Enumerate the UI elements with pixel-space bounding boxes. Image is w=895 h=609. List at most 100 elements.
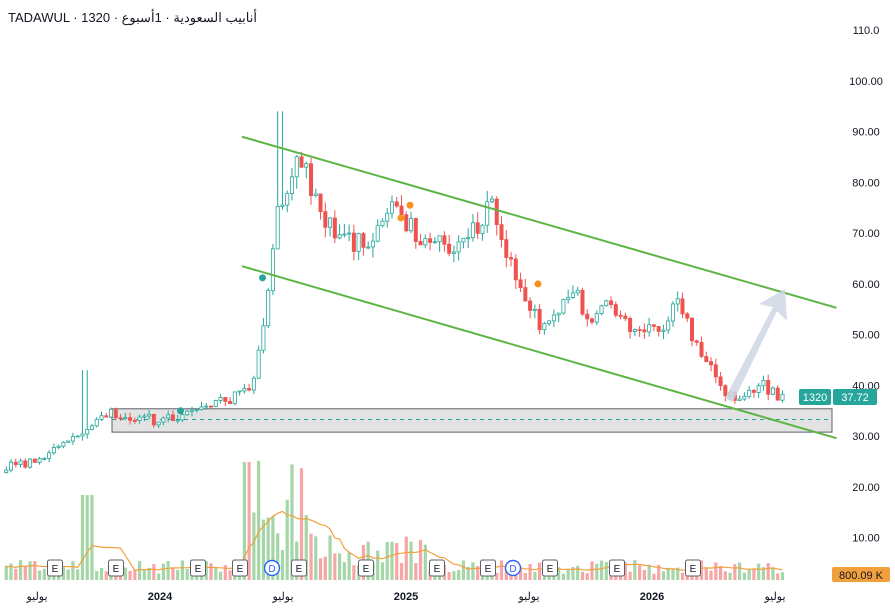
candle-body (651, 324, 656, 327)
candle-body (513, 258, 518, 281)
candle-body (399, 205, 404, 216)
candle-body (337, 234, 342, 239)
candle-body (199, 406, 204, 410)
volume-bar (14, 568, 18, 580)
volume-bar (652, 573, 656, 580)
candle-body (299, 156, 304, 168)
candle-body (237, 390, 242, 393)
earnings-marker (685, 559, 701, 577)
volume-bar (247, 462, 251, 580)
earnings-marker-label: E (547, 564, 554, 575)
volume-bar (9, 563, 13, 580)
volume-bar (723, 571, 727, 580)
candle-body (599, 305, 604, 314)
candle-body (385, 212, 390, 222)
volume-bar (95, 571, 99, 580)
candle-body (647, 324, 652, 333)
volume-bar (680, 572, 685, 580)
volume-bar (80, 495, 85, 580)
candle-body (213, 400, 218, 407)
volume-bar (33, 561, 37, 580)
price-badge-symbol: 1320 (803, 392, 827, 404)
volume-bar (676, 567, 680, 580)
candle-body (780, 393, 785, 401)
volume-bar (314, 536, 318, 580)
volume-bar (318, 558, 323, 580)
price-badge-value-bg (833, 389, 877, 406)
volume-bar (266, 517, 270, 580)
earnings-marker-label: E (690, 564, 697, 575)
candle-body (523, 287, 528, 302)
y-tick-label: 70.00 (852, 228, 880, 240)
candle-body (632, 329, 637, 332)
volume-bar (85, 495, 89, 580)
candlesticks (4, 111, 785, 474)
candle-body (75, 435, 80, 438)
volume-bar (180, 560, 185, 580)
volume-bar (128, 571, 132, 580)
candle-body (161, 417, 166, 423)
support-zone-box (111, 408, 833, 433)
candle-body (747, 389, 752, 397)
volume-bar (747, 569, 751, 580)
volume-bar (90, 495, 94, 580)
x-tick-label: يوليو (25, 591, 47, 603)
candle-body (456, 241, 461, 253)
candle-body (370, 240, 375, 248)
candle-body (218, 397, 223, 401)
volume-bar (333, 553, 337, 580)
projection-arrow (725, 289, 787, 403)
candle-body (128, 417, 133, 421)
candle-body (118, 417, 123, 420)
y-tick-label: 90.00 (852, 127, 880, 139)
volume-bar (157, 573, 161, 580)
volume-bar (714, 562, 718, 580)
candle-body (94, 418, 99, 427)
volume-bar (728, 572, 732, 580)
volume-bar (718, 565, 723, 580)
support-zone (111, 408, 833, 433)
volume-bar (742, 572, 746, 580)
price-badge-value: 37.72 (841, 392, 869, 404)
candle-body (594, 313, 599, 323)
volume-bar (171, 567, 175, 580)
candle-body (494, 198, 499, 225)
candle-body (585, 313, 590, 320)
earnings-marker (542, 559, 558, 577)
volume-bar (228, 570, 232, 580)
candle-body (404, 214, 409, 232)
candle-body (509, 257, 514, 260)
volume-bar (571, 566, 575, 580)
volume-bar (76, 569, 80, 580)
candle-body (99, 415, 104, 420)
volume-bar (561, 573, 566, 580)
candle-body (323, 211, 328, 228)
y-tick-label: 20.00 (852, 482, 880, 494)
candle-body (313, 193, 318, 197)
price-badge-symbol-bg (799, 389, 831, 406)
candle-body (289, 176, 294, 194)
volume-bar (37, 570, 42, 580)
volume-bar (414, 563, 418, 580)
volume-bar (666, 567, 670, 580)
volume-bar (704, 567, 708, 580)
volume-bar (752, 568, 756, 580)
candle-body (147, 413, 152, 417)
volume-bar (495, 572, 499, 580)
volume-bar (757, 563, 761, 580)
candle-body (113, 408, 118, 419)
candle-body (251, 377, 256, 391)
candle-body (9, 461, 14, 471)
candle-body (466, 237, 471, 240)
candle-body (489, 198, 494, 203)
candle-body (132, 419, 137, 422)
volume-bar (595, 563, 599, 580)
volume-bar (142, 570, 146, 580)
candle-body (409, 218, 414, 232)
volume-bar (404, 536, 408, 580)
event-marker (259, 274, 266, 282)
candle-body (204, 405, 209, 408)
earnings-marker-label: E (485, 564, 492, 575)
volume-bar (214, 568, 218, 580)
